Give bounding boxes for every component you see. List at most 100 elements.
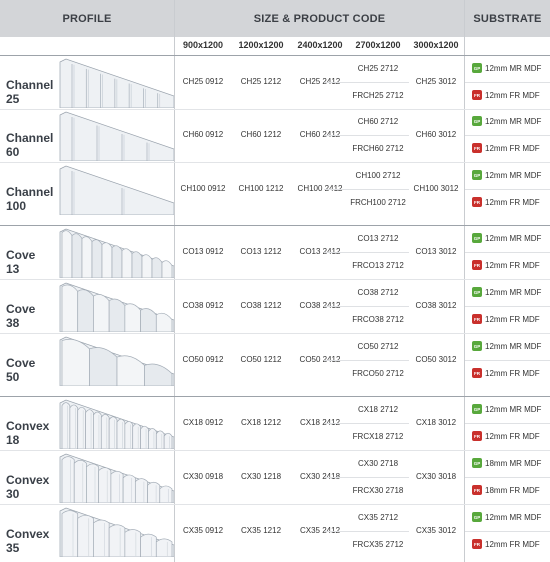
profile-name-line: Channel bbox=[6, 78, 54, 92]
cell-divider bbox=[465, 135, 550, 136]
substrate-label: 12mm FR MDF bbox=[485, 368, 540, 378]
product-code: CH60 0912 bbox=[182, 130, 224, 139]
column-divider bbox=[464, 0, 465, 562]
cell-divider bbox=[324, 82, 409, 83]
mr-badge-icon: GP bbox=[472, 233, 482, 243]
substrate-label: 12mm MR MDF bbox=[485, 512, 542, 522]
substrate-label: 12mm MR MDF bbox=[485, 116, 542, 126]
substrate-mr: GP 12mm MR MDF bbox=[472, 512, 541, 522]
product-code: FRCO50 2712 bbox=[352, 369, 404, 378]
product-code: CX35 1212 bbox=[240, 526, 282, 535]
product-code: CO50 2712 bbox=[357, 342, 399, 351]
substrate-label: 12mm MR MDF bbox=[485, 341, 542, 351]
product-code: CH25 0912 bbox=[182, 77, 224, 86]
cove-profile-drawing bbox=[56, 336, 175, 391]
product-code: CH60 3012 bbox=[415, 130, 457, 139]
substrate-header: SUBSTRATE bbox=[465, 0, 550, 37]
product-code: CX35 2412 bbox=[299, 526, 341, 535]
substrate-fr: FR 12mm FR MDF bbox=[472, 314, 540, 324]
product-code: CX18 0912 bbox=[182, 418, 224, 427]
mr-badge-icon: GP bbox=[472, 404, 482, 414]
product-code: CH100 0912 bbox=[180, 184, 226, 193]
substrate-label: 12mm FR MDF bbox=[485, 314, 540, 324]
product-code: FRCX30 2718 bbox=[352, 486, 404, 495]
substrate-fr: FR 12mm FR MDF bbox=[472, 431, 540, 441]
product-code: CX30 3018 bbox=[415, 472, 457, 481]
product-row: Channel 100 CH100 0912 CH100 1212 CH100 2412… bbox=[0, 163, 550, 216]
size-header: 1200x1200 bbox=[238, 40, 284, 50]
product-row: Convex 18 CX18 0912 CX18 1212 CX18 2412 CX18 … bbox=[0, 397, 550, 450]
substrate-label: 18mm FR MDF bbox=[485, 485, 540, 495]
product-code: FRCO38 2712 bbox=[352, 315, 404, 324]
substrate-fr: FR 12mm FR MDF bbox=[472, 90, 540, 100]
profile-size-line: 35 bbox=[6, 541, 20, 555]
product-code: CX30 2718 bbox=[357, 459, 399, 468]
substrate-fr: FR 12mm FR MDF bbox=[472, 143, 540, 153]
product-code: CX18 3012 bbox=[415, 418, 457, 427]
substrate-fr: FR 18mm FR MDF bbox=[472, 485, 540, 495]
profile-name-line: Cove bbox=[6, 248, 36, 262]
row-divider bbox=[0, 504, 550, 505]
substrate-mr: GP 12mm MR MDF bbox=[472, 170, 541, 180]
product-code: CX35 2712 bbox=[357, 513, 399, 522]
substrate-label: 12mm MR MDF bbox=[485, 404, 542, 414]
cell-divider bbox=[324, 360, 409, 361]
profile-size-line: 100 bbox=[6, 199, 27, 213]
product-code: CX30 2418 bbox=[299, 472, 341, 481]
channel-profile-drawing bbox=[56, 165, 175, 220]
product-row: Convex 30 CX30 0918 CX30 1218 CX30 2418 CX30 … bbox=[0, 451, 550, 504]
cell-divider bbox=[465, 82, 550, 83]
product-code: CH100 1212 bbox=[238, 184, 284, 193]
substrate-label: 12mm FR MDF bbox=[485, 197, 540, 207]
substrate-label: 12mm FR MDF bbox=[485, 143, 540, 153]
cove-profile-drawing bbox=[56, 228, 175, 283]
channel-profile-drawing bbox=[56, 58, 175, 113]
product-code: CO38 3012 bbox=[415, 301, 457, 310]
cell-divider bbox=[324, 531, 409, 532]
profile-name: Convex 30 bbox=[6, 473, 49, 501]
product-row: Cove 50 CO50 0912 CO50 1212 CO50 2412 CO50 27… bbox=[0, 334, 550, 387]
product-code: CO38 0912 bbox=[182, 301, 224, 310]
profile-size-line: 60 bbox=[6, 145, 20, 159]
profile-name-line: Channel bbox=[6, 185, 54, 199]
profile-size-line: 50 bbox=[6, 370, 20, 384]
cell-divider bbox=[465, 360, 550, 361]
substrate-fr: FR 12mm FR MDF bbox=[472, 539, 540, 549]
mr-badge-icon: GP bbox=[472, 116, 482, 126]
profile-name-line: Cove bbox=[6, 356, 36, 370]
product-row: Channel 60 CH60 0912 CH60 1212 CH60 2412 CH60… bbox=[0, 109, 550, 162]
mr-badge-icon: GP bbox=[472, 63, 482, 73]
substrate-fr: FR 12mm FR MDF bbox=[472, 197, 540, 207]
product-row: Cove 38 CO38 0912 CO38 1212 CO38 2412 CO38 27… bbox=[0, 280, 550, 333]
substrate-mr: GP 12mm MR MDF bbox=[472, 233, 541, 243]
row-divider bbox=[0, 279, 550, 280]
profile-name-line: Convex bbox=[6, 473, 50, 487]
column-divider bbox=[174, 0, 175, 562]
row-divider bbox=[0, 162, 550, 163]
fr-badge-icon: FR bbox=[472, 314, 482, 324]
profile-name: Convex 35 bbox=[6, 527, 49, 555]
product-code: CO13 3012 bbox=[415, 247, 457, 256]
product-code: CO38 2412 bbox=[299, 301, 341, 310]
fr-badge-icon: FR bbox=[472, 485, 482, 495]
product-code: FRCH25 2712 bbox=[352, 91, 404, 100]
substrate-mr: GP 18mm MR MDF bbox=[472, 458, 541, 468]
group-divider bbox=[0, 396, 550, 397]
product-code: FRCH100 2712 bbox=[350, 198, 406, 207]
size-header: 900x1200 bbox=[182, 40, 224, 50]
substrate-label: 12mm FR MDF bbox=[485, 260, 540, 270]
profile-name-line: Convex bbox=[6, 527, 50, 541]
substrate-mr: GP 12mm MR MDF bbox=[472, 63, 541, 73]
substrate-mr: GP 12mm MR MDF bbox=[472, 287, 541, 297]
substrate-label: 12mm MR MDF bbox=[485, 233, 542, 243]
fr-badge-icon: FR bbox=[472, 143, 482, 153]
cell-divider bbox=[324, 189, 409, 190]
fr-badge-icon: FR bbox=[472, 539, 482, 549]
product-code: CH60 1212 bbox=[240, 130, 282, 139]
product-code: CX18 2712 bbox=[357, 405, 399, 414]
product-code: CO50 0912 bbox=[182, 355, 224, 364]
profile-name: Cove 13 bbox=[6, 248, 35, 276]
size-headers: 900x1200 1200x1200 2400x1200 2700x1200 3… bbox=[175, 37, 464, 55]
product-code: CH100 2412 bbox=[297, 184, 343, 193]
size-header: 2700x1200 bbox=[355, 40, 401, 50]
